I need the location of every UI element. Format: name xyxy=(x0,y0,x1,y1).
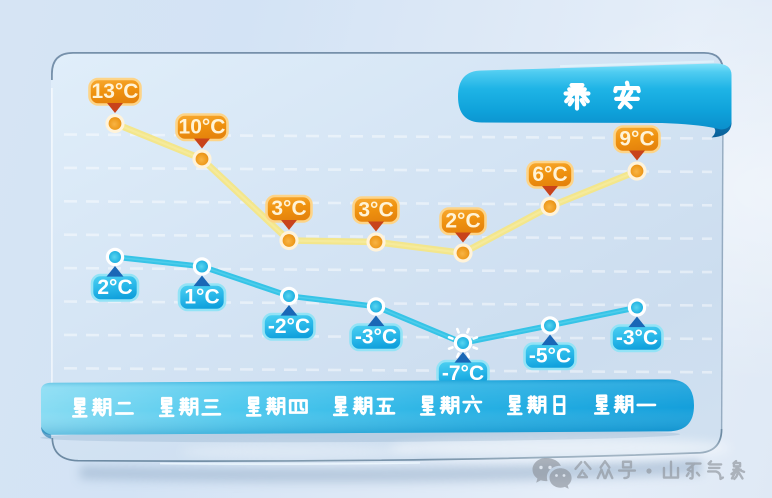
svg-text:1°C: 1°C xyxy=(184,286,219,309)
svg-text:2°C: 2°C xyxy=(97,276,132,299)
svg-text:6°C: 6°C xyxy=(532,163,567,186)
svg-text:-5°C: -5°C xyxy=(529,345,571,368)
svg-text:-3°C: -3°C xyxy=(355,326,397,349)
svg-text:3°C: 3°C xyxy=(358,199,393,222)
svg-text:2°C: 2°C xyxy=(445,210,480,233)
svg-text:10°C: 10°C xyxy=(179,116,226,139)
svg-text:13°C: 13°C xyxy=(92,80,139,103)
svg-text:3°C: 3°C xyxy=(271,197,306,220)
svg-text:-3°C: -3°C xyxy=(616,327,658,350)
svg-text:-7°C: -7°C xyxy=(442,362,484,385)
svg-text:-2°C: -2°C xyxy=(268,315,310,338)
svg-text:9°C: 9°C xyxy=(619,128,654,151)
